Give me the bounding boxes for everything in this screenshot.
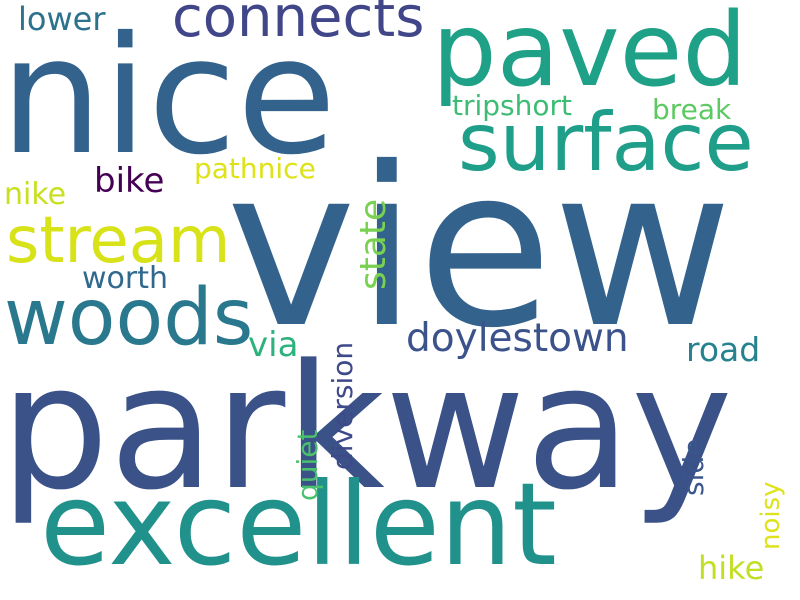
word-paved: paved [432, 0, 748, 110]
word-nike: nike [4, 177, 67, 212]
word-via: via [248, 325, 299, 365]
word-lower: lower [18, 0, 106, 38]
word-tripshort: tripshort [452, 89, 572, 122]
word-side: side [677, 438, 710, 496]
word-doylestown: doylestown [406, 316, 629, 361]
word-worth: worth [82, 261, 169, 296]
word-break: break [652, 93, 732, 126]
word-road: road [686, 330, 761, 369]
word-diversion: diversion [326, 341, 359, 470]
word-noisy: noisy [756, 481, 786, 550]
word-surface: surface [458, 96, 754, 189]
word-woods: woods [4, 273, 254, 363]
word-hike: hike [698, 549, 765, 587]
word-bike: bike [94, 161, 165, 201]
word-connects: connects [172, 0, 425, 50]
word-pathnice: pathnice [194, 152, 316, 185]
word-quiet: quiet [291, 429, 324, 501]
word-view: view [226, 120, 733, 376]
word-nice: nice [0, 3, 337, 191]
word-state: state [353, 198, 394, 290]
word-excellent: excellent [40, 458, 557, 591]
word-stream: stream [6, 204, 231, 278]
word-parkway: parkway [0, 327, 733, 528]
